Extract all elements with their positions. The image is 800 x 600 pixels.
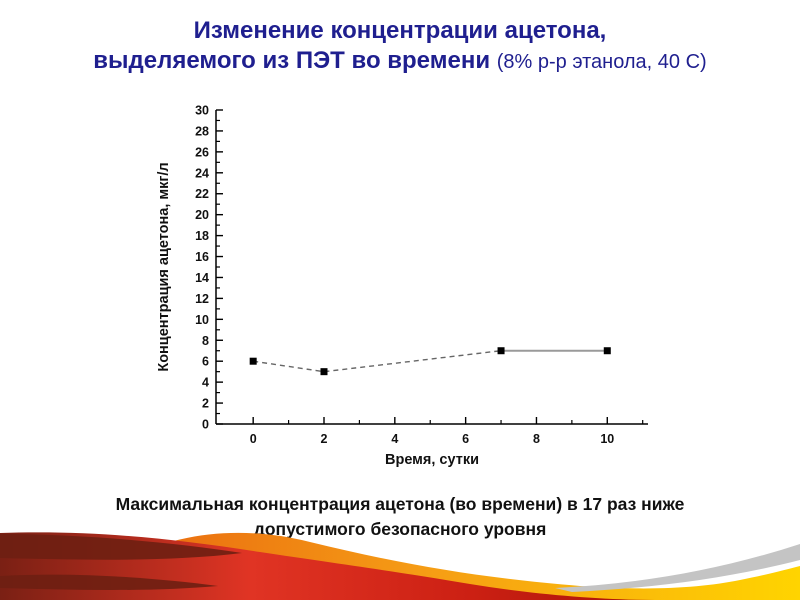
chart-canvas: 0 2 4 6 8 10024681012141618202224262830Время,… <box>156 104 648 468</box>
y-tick-label: 24 <box>195 166 209 180</box>
caption-line1: Максимальная концентрация ацетона (во вр… <box>115 494 685 514</box>
caption-line2: допустимого безопасного уровня <box>253 519 547 539</box>
conclusion-caption: Максимальная концентрация ацетона (во вр… <box>0 492 800 542</box>
footer-dark-wing-top <box>0 534 242 560</box>
y-tick-label: 20 <box>195 208 209 222</box>
y-tick-label: 30 <box>195 104 209 118</box>
slide-title-line2: выделяемого из ПЭТ во времени <box>93 47 491 74</box>
y-axis-label: Концентрация ацетона, мкг/л <box>156 162 172 371</box>
chart-series <box>249 347 611 376</box>
y-tick-label: 6 <box>202 355 209 369</box>
footer-dark-wing-bottom <box>0 574 218 590</box>
x-tick-label: 10 <box>600 432 614 446</box>
y-tick-label: 8 <box>202 334 209 348</box>
x-tick-label: 6 <box>462 432 469 446</box>
x-tick-label: 8 <box>533 432 540 446</box>
y-tick-label: 26 <box>195 145 209 159</box>
y-tick-label: 10 <box>195 313 209 327</box>
y-tick-label: 28 <box>195 124 209 138</box>
y-tick-label: 18 <box>195 229 209 243</box>
y-tick-label: 0 <box>202 418 209 432</box>
footer-wave-decoration <box>0 532 800 600</box>
y-tick-label: 4 <box>202 376 209 390</box>
y-tick-label: 2 <box>202 397 209 411</box>
x-tick-label: 2 <box>321 432 328 446</box>
data-point-marker <box>249 357 257 365</box>
x-tick-label: 0 <box>250 432 257 446</box>
chart: 0 2 4 6 8 10 0 2 4 6 8 10 12 14 16 18 20 22 24 26 28 30 Время,… <box>148 92 663 487</box>
x-tick-label: 4 <box>391 432 398 446</box>
footer-gray-swoosh <box>555 544 800 592</box>
data-point-marker <box>497 347 505 355</box>
slide-title-note: (8% р-р этанола, 40 С) <box>496 51 707 73</box>
slide-title-line1: Изменение концентрации ацетона, <box>193 17 607 44</box>
y-tick-label: 14 <box>195 271 209 285</box>
y-tick-label: 12 <box>195 292 209 306</box>
y-tick-label: 22 <box>195 187 209 201</box>
y-tick-label: 16 <box>195 250 209 264</box>
x-axis-label: Время, сутки <box>385 452 479 468</box>
chart-axes: 0 2 4 6 8 10024681012141618202224262830Время,… <box>156 104 648 468</box>
data-point-marker <box>603 347 611 355</box>
series-segment-dashed <box>253 350 502 373</box>
slide-title: Изменение концентрации ацетона, выделяем… <box>0 16 800 77</box>
data-point-marker <box>320 368 328 376</box>
